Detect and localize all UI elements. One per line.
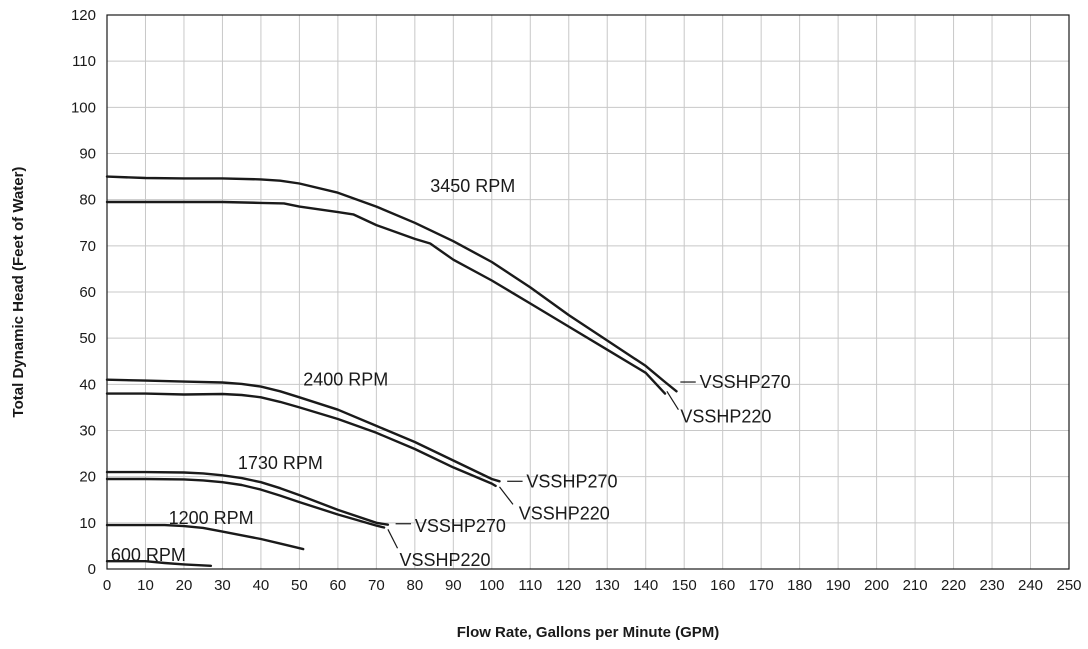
x-tick-label: 180 [787, 577, 812, 594]
y-tick-label: 20 [79, 469, 96, 486]
x-tick-label: 160 [710, 577, 735, 594]
x-tick-label: 80 [406, 577, 423, 594]
curve-600-rpm [105, 560, 213, 567]
y-tick-label: 0 [88, 561, 96, 578]
x-tick-label: 90 [445, 577, 462, 594]
x-axis-title: Flow Rate, Gallons per Minute (GPM) [457, 624, 720, 641]
x-tick-label: 200 [864, 577, 889, 594]
y-tick-label: 40 [79, 376, 96, 393]
x-axis-ticks: 0 10 20 30 40 50 60 70 80 90 100 110 120 130 140 150 160… [103, 577, 1082, 594]
x-tick-label: 190 [826, 577, 851, 594]
x-tick-label: 210 [903, 577, 928, 594]
curve-vsshp270-1730-rpm [105, 470, 390, 526]
x-tick-label: 0 [103, 577, 111, 594]
curve-vsshp270-3450-rpm [105, 175, 678, 393]
curve-vsshp220-2400-rpm [105, 392, 497, 488]
x-tick-label: 40 [253, 577, 270, 594]
curve-vsshp270-2400-rpm [105, 378, 501, 483]
x-tick-label: 60 [330, 577, 347, 594]
x-tick-label: 50 [291, 577, 308, 594]
x-tick-label: 130 [595, 577, 620, 594]
plot-frame [106, 14, 1070, 570]
model-label-vsshp220: VSSHP220 [399, 550, 490, 570]
x-tick-label: 230 [980, 577, 1005, 594]
curve-labels: VSSHP270 VSSHP220 VSSHP270 VSSHP220 VSSHP270… [111, 176, 791, 570]
x-tick-label: 100 [479, 577, 504, 594]
x-tick-label: 120 [556, 577, 581, 594]
y-tick-label: 30 [79, 423, 96, 440]
curve-vsshp220-1730-rpm [105, 477, 386, 529]
y-tick-label: 120 [71, 7, 96, 24]
y-tick-label: 60 [79, 284, 96, 301]
x-tick-label: 70 [368, 577, 385, 594]
x-tick-label: 220 [941, 577, 966, 594]
speed-label-2400-rpm: 2400 RPM [303, 370, 388, 390]
leader-line [387, 529, 399, 549]
x-tick-label: 20 [176, 577, 193, 594]
x-tick-label: 170 [749, 577, 774, 594]
model-label-vsshp270: VSSHP270 [415, 516, 506, 536]
leader-line [666, 390, 679, 411]
y-tick-label: 50 [79, 330, 96, 347]
y-tick-label: 10 [79, 515, 96, 532]
x-tick-label: 140 [633, 577, 658, 594]
speed-label-3450-rpm: 3450 RPM [430, 176, 515, 196]
model-label-vsshp220: VSSHP220 [680, 407, 771, 427]
model-label-vsshp220: VSSHP220 [519, 504, 610, 524]
model-leader-lines [387, 381, 696, 549]
y-tick-label: 100 [71, 99, 96, 116]
y-axis-title: Total Dynamic Head (Feet of Water) [10, 167, 27, 418]
y-tick-label: 70 [79, 238, 96, 255]
curve-series [105, 175, 678, 567]
speed-label-1200-rpm: 1200 RPM [169, 508, 254, 528]
x-tick-label: 30 [214, 577, 231, 594]
leader-line [499, 486, 514, 505]
x-tick-label: 240 [1018, 577, 1043, 594]
y-axis-ticks: 0 10 20 30 40 50 60 70 80 90 100 110 120 [71, 7, 96, 578]
x-tick-label: 250 [1056, 577, 1081, 594]
y-tick-label: 90 [79, 146, 96, 163]
model-label-vsshp270: VSSHP270 [526, 471, 617, 491]
speed-label-600-rpm: 600 RPM [111, 545, 186, 565]
speed-label-1730-rpm: 1730 RPM [238, 453, 323, 473]
x-tick-label: 150 [672, 577, 697, 594]
curve-1200-rpm [105, 523, 305, 551]
curve-vsshp220-3450-rpm [105, 200, 667, 395]
y-tick-label: 110 [72, 53, 96, 70]
y-tick-label: 80 [79, 192, 96, 209]
model-label-vsshp270: VSSHP270 [700, 372, 791, 392]
x-tick-label: 110 [518, 577, 542, 594]
x-tick-label: 10 [137, 577, 154, 594]
